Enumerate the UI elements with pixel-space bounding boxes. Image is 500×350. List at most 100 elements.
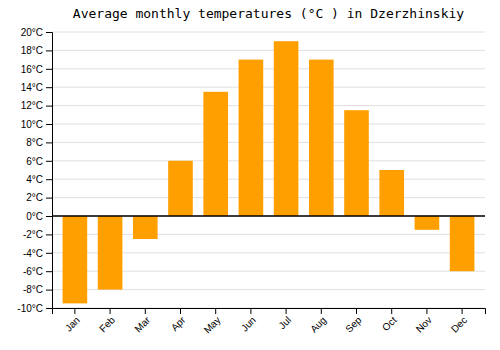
tick: 2°C (26, 192, 52, 203)
tick-mark (46, 253, 52, 254)
tick-label: Aug (308, 314, 328, 334)
tick-label: 20°C (21, 27, 43, 38)
grid-line (52, 105, 485, 106)
grid-line (52, 179, 485, 180)
tick-mark (46, 179, 52, 180)
tick-label: -10°C (17, 303, 43, 314)
tick-label: Mar (132, 314, 152, 334)
tick-label: 2°C (26, 192, 43, 203)
tick-mark (462, 308, 463, 314)
tick-label: -8°C (23, 284, 43, 295)
bar (239, 60, 264, 216)
tick: -10°C (17, 303, 52, 314)
tick-mark (46, 234, 52, 235)
tick-label: Oct (380, 314, 399, 333)
zero-line (52, 215, 485, 217)
tick: Jan (63, 308, 82, 334)
tick: Mar (132, 308, 152, 334)
tick-mark (215, 308, 216, 314)
tick-label: -6°C (23, 266, 43, 277)
tick: 20°C (21, 27, 52, 38)
grid-line (52, 197, 485, 198)
tick: 18°C (21, 45, 52, 56)
tick-mark (180, 308, 181, 314)
tick: -8°C (23, 284, 52, 295)
bar (63, 216, 88, 303)
tick-label: 10°C (21, 119, 43, 130)
tick: 16°C (21, 64, 52, 75)
tick: Feb (97, 308, 117, 334)
tick: 6°C (26, 156, 52, 167)
tick-label: 8°C (26, 137, 43, 148)
bars (63, 41, 475, 303)
tick-label: 4°C (26, 174, 43, 185)
bar (309, 60, 334, 216)
bar (450, 216, 475, 271)
tick: Jul (276, 308, 293, 331)
grid-line (52, 160, 485, 161)
tick-mark (46, 198, 52, 199)
tick: 8°C (26, 137, 52, 148)
tick-label: 16°C (21, 64, 43, 75)
bar (168, 161, 193, 216)
tick-mark (46, 142, 52, 143)
tick-label: Sep (343, 314, 364, 335)
bar (203, 92, 228, 216)
grid-line (52, 50, 485, 51)
tick-label: May (202, 314, 223, 335)
tick-label: -2°C (23, 229, 43, 240)
tick-mark (46, 216, 52, 217)
tick: -6°C (23, 266, 52, 277)
tick-mark (321, 308, 322, 314)
plot: -10°C -8°C -6°C -4°C -2°C 0°C 2°C 4°C 6°C 8°C 10°C… (17, 27, 485, 336)
tick: May (202, 308, 223, 336)
axis-line (46, 33, 53, 309)
tick: Jun (239, 308, 258, 334)
chart: -10°C -8°C -6°C -4°C -2°C 0°C 2°C 4°C 6°C 8°C 10°C… (0, 0, 500, 350)
tick-label: 12°C (21, 100, 43, 111)
x-axis: JanFebMarAprMayJunJulAugSepOctNovDec (53, 308, 486, 336)
tick-label: Jul (276, 314, 293, 331)
bar (344, 110, 369, 216)
tick: 14°C (21, 82, 52, 93)
axis-line (53, 309, 486, 315)
bar (415, 216, 440, 230)
tick-mark (46, 32, 52, 33)
tick-mark (110, 308, 111, 314)
grid (52, 32, 485, 308)
tick-mark (46, 69, 52, 70)
tick: Oct (380, 308, 399, 333)
tick: Sep (343, 308, 364, 335)
tick: -2°C (23, 229, 52, 240)
tick-label: -4°C (23, 248, 43, 259)
grid-line (52, 216, 485, 217)
tick-mark (145, 308, 146, 314)
tick-mark (74, 308, 75, 314)
tick-mark (286, 308, 287, 314)
tick-label: 14°C (21, 82, 43, 93)
tick-label: 18°C (21, 45, 43, 56)
bar (379, 170, 404, 216)
tick: 0°C (26, 211, 52, 222)
tick: 10°C (21, 119, 52, 130)
tick: 4°C (26, 174, 52, 185)
bar (133, 216, 158, 239)
tick: -4°C (23, 248, 52, 259)
grid-line (52, 142, 485, 143)
tick-label: Jun (239, 314, 258, 333)
tick: Nov (414, 308, 434, 335)
tick-mark (46, 50, 52, 51)
tick-mark (46, 271, 52, 272)
tick-mark (46, 308, 52, 309)
tick: Aug (308, 308, 328, 335)
y-axis: -10°C -8°C -6°C -4°C -2°C 0°C 2°C 4°C 6°C 8°C 10°C… (17, 27, 52, 314)
tick-label: 6°C (26, 156, 43, 167)
tick-mark (250, 308, 251, 314)
grid-line (52, 87, 485, 88)
tick-mark (46, 290, 52, 291)
bar (274, 41, 299, 216)
tick-label: Dec (449, 314, 469, 334)
bar (98, 216, 123, 290)
tick-mark (356, 308, 357, 314)
tick-mark (46, 87, 52, 88)
